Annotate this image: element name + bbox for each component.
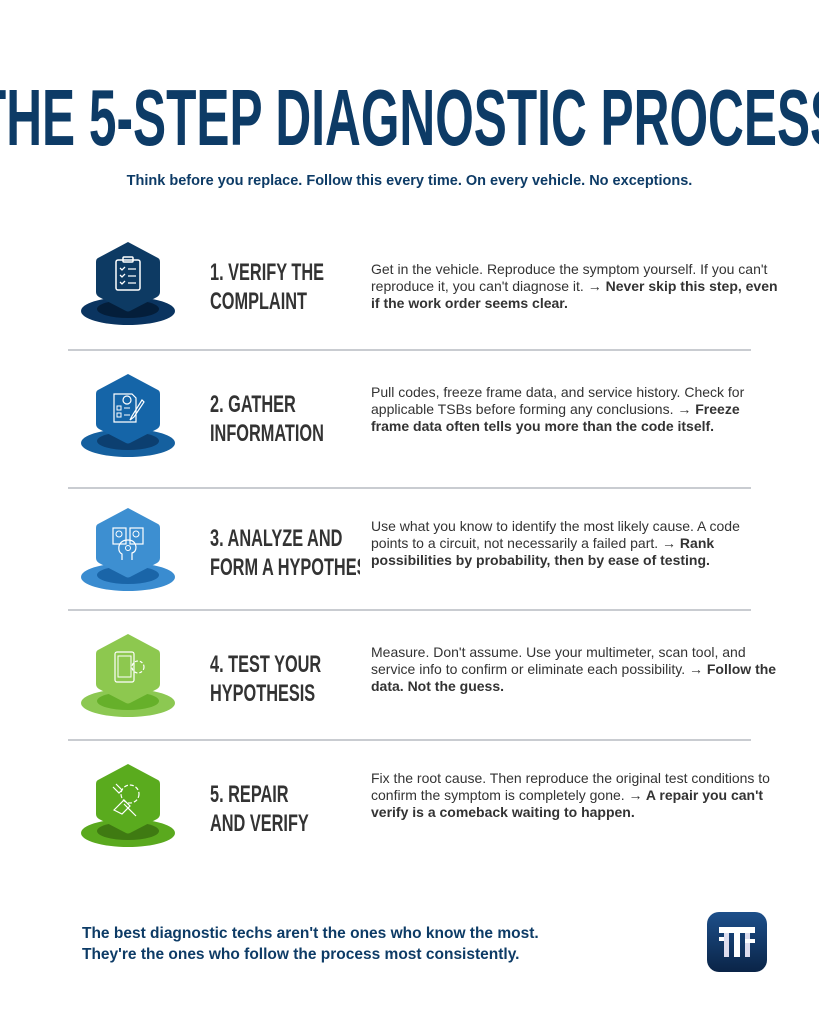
- step-title-line-2: AND VERIFY: [210, 810, 309, 837]
- footer-quote: The best diagnostic techs aren't the one…: [82, 923, 642, 965]
- step-title-line-1: 2. GATHER: [210, 391, 296, 418]
- divider: [68, 349, 751, 351]
- step-title: 3. ANALYZE AND FORM A HYPOTHESIS: [210, 522, 360, 584]
- step-description: Get in the vehicle. Reproduce the sympto…: [371, 261, 778, 311]
- subtitle: Think before you replace. Follow this ev…: [126, 173, 693, 189]
- step-title: 2. GATHER INFORMATION: [210, 388, 360, 450]
- divider: [68, 487, 751, 489]
- step-title-line-1: 1. VERIFY THE: [210, 259, 324, 286]
- step-4: 4. TEST YOUR HYPOTHESIS Measure. Don't a…: [68, 620, 776, 750]
- step-title-line-1: 4. TEST YOUR: [210, 651, 321, 678]
- tf-logo-icon: [707, 912, 767, 972]
- step-title: 1. VERIFY THE COMPLAINT: [210, 256, 360, 318]
- page-title: THE 5-STEP DIAGNOSTIC PROCESS: [0, 78, 819, 154]
- step-title-line-2: INFORMATION: [210, 420, 324, 447]
- step-title: 4. TEST YOUR HYPOTHESIS: [210, 648, 360, 710]
- step-description: Use what you know to identify the most l…: [371, 518, 740, 568]
- step-description: Pull codes, freeze frame data, and servi…: [371, 384, 745, 434]
- head-question-icon: [81, 508, 175, 591]
- divider: [68, 739, 751, 741]
- step-2: 2. GATHER INFORMATION Pull codes, freeze…: [68, 360, 751, 490]
- footer-line-1: The best diagnostic techs aren't the one…: [82, 925, 539, 942]
- footer-line-2: They're the ones who follow the process …: [82, 946, 520, 963]
- tablet-gear-icon: [81, 634, 175, 717]
- step-5: 5. REPAIR AND VERIFY Fix the root cause.…: [68, 750, 770, 880]
- step-title-line-2: COMPLAINT: [210, 288, 307, 315]
- step-title-line-2: HYPOTHESIS: [210, 680, 315, 707]
- step-description: Measure. Don't assume. Use your multimet…: [371, 644, 777, 694]
- step-title-line-2: FORM A HYPOTHESIS: [210, 554, 360, 581]
- step-title: 5. REPAIR AND VERIFY: [210, 778, 360, 840]
- page-title-text: THE 5-STEP DIAGNOSTIC PROCESS: [0, 78, 819, 154]
- wrench-gear-hand-icon: [81, 764, 175, 847]
- step-1: 1. VERIFY THE COMPLAINT Get in the vehic…: [68, 228, 778, 358]
- step-title-line-1: 5. REPAIR: [210, 781, 289, 808]
- step-3: 3. ANALYZE AND FORM A HYPOTHESIS Use wha…: [68, 494, 751, 624]
- divider: [68, 609, 751, 611]
- clipboard-checklist-icon: [81, 242, 175, 325]
- document-gear-pen-icon: [81, 374, 175, 457]
- step-title-line-1: 3. ANALYZE AND: [210, 525, 342, 552]
- step-description: Fix the root cause. Then reproduce the o…: [371, 770, 770, 820]
